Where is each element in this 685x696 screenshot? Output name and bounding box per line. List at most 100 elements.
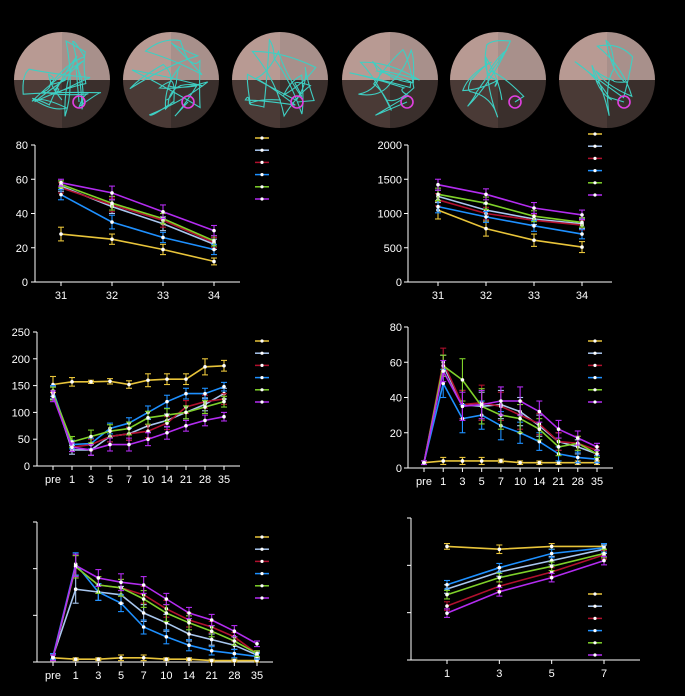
data-point (537, 460, 542, 465)
legend-marker (593, 653, 597, 657)
swim-path (462, 39, 525, 118)
legend-marker (260, 400, 264, 404)
y-tick-label: 200 (12, 354, 30, 366)
series-1 (444, 543, 607, 555)
data-point (165, 399, 169, 404)
series-6 (444, 555, 607, 618)
data-point (255, 642, 259, 646)
swim-path (349, 48, 420, 116)
data-point (445, 611, 449, 615)
data-point (203, 365, 207, 369)
data-point (595, 452, 599, 456)
data-point (484, 215, 488, 219)
series-line (446, 559, 605, 614)
chart-panel-5: pre 1 3 5 7 10 14 21 28 35 (33, 521, 273, 682)
maze-quadrant (498, 80, 546, 128)
legend-marker (260, 339, 264, 343)
y-tick-label: 80 (16, 140, 28, 152)
data-point (110, 201, 114, 206)
data-point (422, 460, 426, 465)
maze-quadrant (62, 32, 110, 80)
series-line (52, 392, 225, 451)
series-line (60, 233, 215, 263)
data-point (532, 224, 536, 228)
series-line (60, 183, 215, 242)
data-point (537, 439, 542, 444)
data-point (110, 220, 114, 224)
data-point (460, 378, 465, 382)
data-point (146, 437, 150, 442)
x-tick-label: 3 (496, 668, 502, 680)
platform-marker (508, 95, 522, 109)
series-line (423, 364, 598, 463)
series-line (423, 363, 598, 463)
x-tick-label: 3 (88, 474, 94, 486)
series-line (52, 656, 257, 662)
series-4 (58, 188, 217, 256)
axes: 0 500 1000 1500 2000 31 32 33 34 (378, 140, 612, 302)
data-point (441, 369, 446, 373)
data-point (532, 214, 536, 219)
legend-marker (593, 339, 597, 343)
data-point (212, 239, 216, 243)
data-point (436, 182, 440, 187)
data-point (575, 455, 580, 460)
axes: 1 3 5 7 (407, 517, 640, 680)
x-tick-label: 21 (552, 476, 564, 488)
data-point (51, 394, 55, 399)
x-tick-label: pre (416, 476, 432, 488)
data-point (119, 601, 123, 605)
data-point (184, 377, 188, 381)
data-point (499, 459, 503, 463)
data-point (73, 563, 78, 568)
x-tick-label: 1 (73, 670, 79, 682)
series-line (52, 564, 258, 658)
data-point (164, 657, 169, 661)
legend-marker (593, 363, 597, 367)
series-line (52, 396, 225, 451)
x-tick-label: 7 (126, 474, 132, 486)
x-tick-label: 32 (106, 290, 118, 302)
x-tick-label: 35 (591, 476, 603, 488)
series-2 (444, 544, 607, 594)
data-point (70, 380, 74, 384)
x-tick-label: 3 (95, 670, 101, 682)
x-tick-label: 5 (549, 668, 555, 680)
x-tick-label: 10 (160, 670, 172, 682)
x-tick-label: 35 (251, 670, 263, 682)
x-tick-label: 28 (572, 476, 584, 488)
series-1 (50, 654, 260, 663)
data-point (187, 621, 191, 625)
x-tick-label: 7 (498, 476, 504, 488)
y-tick-label: 100 (12, 407, 30, 419)
series-line (437, 205, 583, 235)
data-point (96, 576, 101, 580)
y-tick-label: 2000 (378, 140, 402, 152)
data-point (518, 460, 522, 465)
data-point (232, 658, 237, 663)
data-point (59, 192, 63, 197)
maze-quadrant (342, 80, 390, 128)
data-point (161, 235, 165, 240)
series-line (52, 385, 225, 446)
data-point (209, 658, 214, 663)
x-tick-label: 10 (142, 474, 154, 486)
x-tick-label: 3 (459, 476, 465, 488)
data-point (232, 629, 237, 633)
series-line (446, 547, 605, 586)
legend-marker (260, 173, 264, 177)
data-point (161, 247, 165, 252)
series-5 (444, 548, 607, 600)
data-point (73, 657, 78, 661)
x-tick-label: 32 (480, 290, 492, 302)
x-tick-label: 1 (69, 474, 75, 486)
series-3 (444, 550, 607, 611)
y-tick-label: 20 (390, 428, 402, 440)
data-point (556, 460, 561, 465)
legend-marker (593, 616, 597, 621)
data-point (141, 597, 146, 601)
maze-quadrant (14, 32, 62, 80)
legend-marker (593, 169, 597, 173)
data-point (127, 382, 131, 387)
